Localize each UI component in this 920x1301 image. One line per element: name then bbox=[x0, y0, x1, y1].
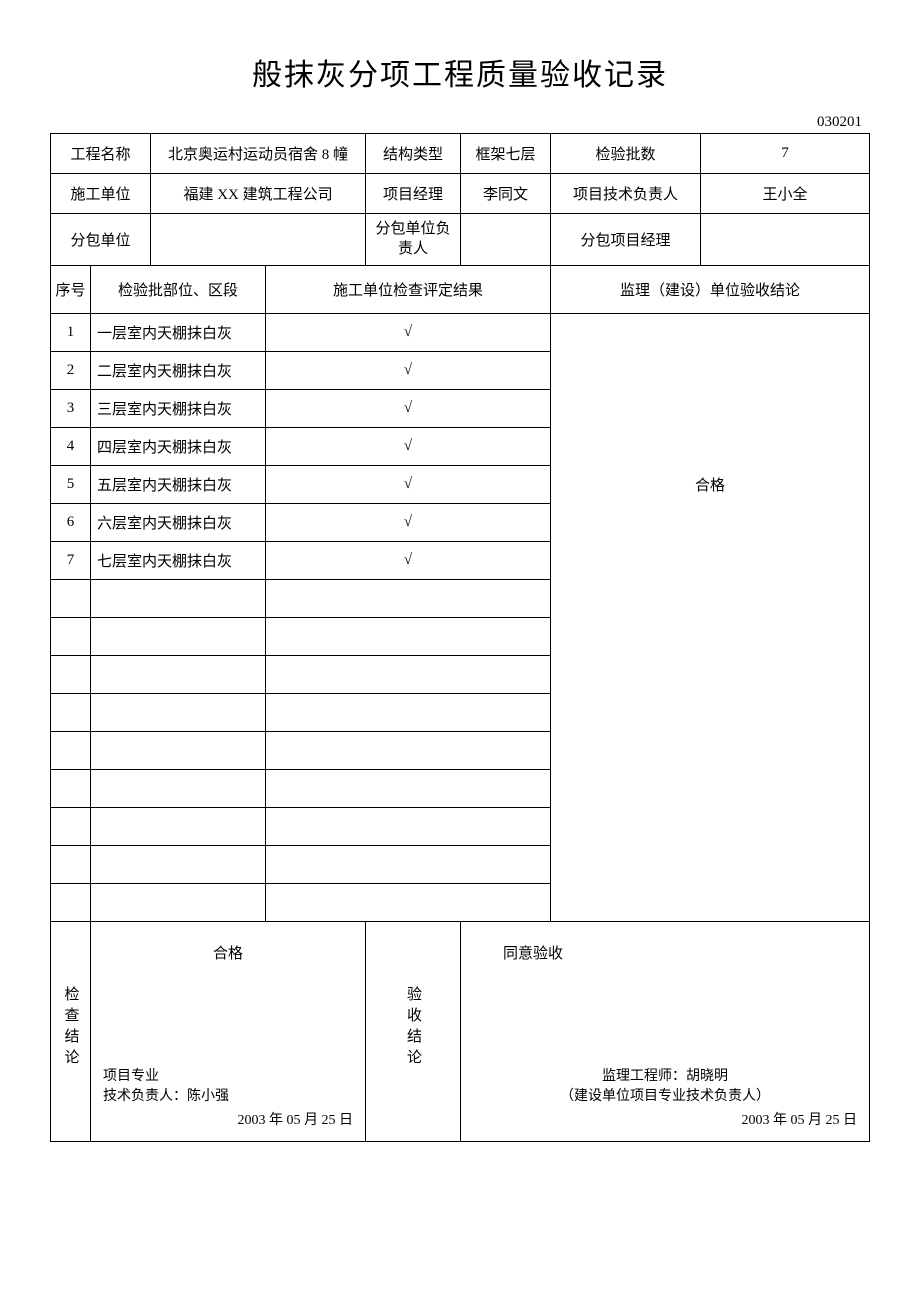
cell-result bbox=[266, 808, 551, 846]
cell-result bbox=[266, 770, 551, 808]
check-date: 2003 年 05 月 25 日 bbox=[103, 1109, 353, 1129]
label-project-name: 工程名称 bbox=[51, 134, 151, 174]
cell-result bbox=[266, 846, 551, 884]
cell-seq: 7 bbox=[51, 542, 91, 580]
label-project-manager: 项目经理 bbox=[366, 174, 461, 214]
check-status: 合格 bbox=[103, 942, 353, 963]
cell-result: √ bbox=[266, 504, 551, 542]
cell-result bbox=[266, 884, 551, 922]
label-subcontractor: 分包单位 bbox=[51, 214, 151, 266]
cell-part: 七层室内天棚抹白灰 bbox=[91, 542, 266, 580]
cell-seq bbox=[51, 580, 91, 618]
col-seq: 序号 bbox=[51, 266, 91, 314]
cell-result bbox=[266, 694, 551, 732]
cell-part: 一层室内天棚抹白灰 bbox=[91, 314, 266, 352]
check-sig-line1: 项目专业 bbox=[103, 1065, 353, 1085]
check-conclusion-label: 检查结论 bbox=[51, 922, 91, 1142]
table-header-row: 序号 检验批部位、区段 施工单位检查评定结果 监理（建设）单位验收结论 bbox=[51, 266, 870, 314]
value-project-manager: 李同文 bbox=[461, 174, 551, 214]
table-row: 1一层室内天棚抹白灰√合格 bbox=[51, 314, 870, 352]
cell-seq bbox=[51, 770, 91, 808]
cell-seq: 3 bbox=[51, 390, 91, 428]
cell-part bbox=[91, 656, 266, 694]
value-subcontractor bbox=[151, 214, 366, 266]
accept-conclusion-label: 验收结论 bbox=[366, 922, 461, 1142]
col-result: 施工单位检查评定结果 bbox=[266, 266, 551, 314]
cell-part: 四层室内天棚抹白灰 bbox=[91, 428, 266, 466]
cell-result: √ bbox=[266, 390, 551, 428]
cell-seq bbox=[51, 656, 91, 694]
cell-part bbox=[91, 808, 266, 846]
value-structure-type: 框架七层 bbox=[461, 134, 551, 174]
header-row-3: 分包单位 分包单位负责人 分包项目经理 bbox=[51, 214, 870, 266]
header-row-2: 施工单位 福建 XX 建筑工程公司 项目经理 李同文 项目技术负责人 王小全 bbox=[51, 174, 870, 214]
footer-row: 检查结论 合格 项目专业 技术负责人：陈小强 2003 年 05 月 25 日 … bbox=[51, 922, 870, 1142]
cell-seq: 1 bbox=[51, 314, 91, 352]
cell-part bbox=[91, 580, 266, 618]
cell-part bbox=[91, 770, 266, 808]
cell-result: √ bbox=[266, 466, 551, 504]
accept-sig-line2: （建设单位项目专业技术负责人） bbox=[473, 1085, 857, 1105]
cell-seq bbox=[51, 732, 91, 770]
cell-seq bbox=[51, 808, 91, 846]
label-construction-unit: 施工单位 bbox=[51, 174, 151, 214]
cell-result bbox=[266, 618, 551, 656]
label-tech-leader: 项目技术负责人 bbox=[551, 174, 701, 214]
label-sub-manager: 分包项目经理 bbox=[551, 214, 701, 266]
label-batch-count: 检验批数 bbox=[551, 134, 701, 174]
inspection-record-table: 工程名称 北京奥运村运动员宿舍 8 幢 结构类型 框架七层 检验批数 7 施工单… bbox=[50, 133, 870, 1142]
value-project-name: 北京奥运村运动员宿舍 8 幢 bbox=[151, 134, 366, 174]
cell-part bbox=[91, 846, 266, 884]
accept-status: 同意验收 bbox=[473, 942, 857, 963]
accept-date: 2003 年 05 月 25 日 bbox=[473, 1109, 857, 1129]
cell-seq bbox=[51, 846, 91, 884]
label-sub-leader: 分包单位负责人 bbox=[366, 214, 461, 266]
cell-seq bbox=[51, 618, 91, 656]
cell-result bbox=[266, 656, 551, 694]
cell-merged-conclusion: 合格 bbox=[551, 314, 870, 922]
cell-seq: 5 bbox=[51, 466, 91, 504]
cell-seq bbox=[51, 884, 91, 922]
cell-result bbox=[266, 732, 551, 770]
document-title: 般抹灰分项工程质量验收记录 bbox=[50, 50, 870, 94]
label-structure-type: 结构类型 bbox=[366, 134, 461, 174]
check-sig-line2: 技术负责人：陈小强 bbox=[103, 1085, 353, 1105]
cell-seq: 4 bbox=[51, 428, 91, 466]
cell-part bbox=[91, 732, 266, 770]
cell-part bbox=[91, 618, 266, 656]
col-part: 检验批部位、区段 bbox=[91, 266, 266, 314]
cell-part: 三层室内天棚抹白灰 bbox=[91, 390, 266, 428]
value-sub-leader bbox=[461, 214, 551, 266]
cell-seq: 2 bbox=[51, 352, 91, 390]
document-code: 030201 bbox=[50, 114, 870, 131]
check-conclusion-cell: 合格 项目专业 技术负责人：陈小强 2003 年 05 月 25 日 bbox=[91, 922, 366, 1142]
header-row-1: 工程名称 北京奥运村运动员宿舍 8 幢 结构类型 框架七层 检验批数 7 bbox=[51, 134, 870, 174]
cell-seq: 6 bbox=[51, 504, 91, 542]
value-tech-leader: 王小全 bbox=[701, 174, 870, 214]
cell-result: √ bbox=[266, 352, 551, 390]
value-sub-manager bbox=[701, 214, 870, 266]
cell-part bbox=[91, 884, 266, 922]
col-conclusion: 监理（建设）单位验收结论 bbox=[551, 266, 870, 314]
cell-part: 五层室内天棚抹白灰 bbox=[91, 466, 266, 504]
cell-part: 二层室内天棚抹白灰 bbox=[91, 352, 266, 390]
cell-result: √ bbox=[266, 428, 551, 466]
accept-sig-line1: 监理工程师：胡晓明 bbox=[473, 1065, 857, 1085]
cell-result: √ bbox=[266, 314, 551, 352]
value-batch-count: 7 bbox=[701, 134, 870, 174]
cell-seq bbox=[51, 694, 91, 732]
cell-part bbox=[91, 694, 266, 732]
cell-result: √ bbox=[266, 542, 551, 580]
value-construction-unit: 福建 XX 建筑工程公司 bbox=[151, 174, 366, 214]
accept-conclusion-cell: 同意验收 监理工程师：胡晓明 （建设单位项目专业技术负责人） 2003 年 05… bbox=[461, 922, 870, 1142]
cell-part: 六层室内天棚抹白灰 bbox=[91, 504, 266, 542]
cell-result bbox=[266, 580, 551, 618]
